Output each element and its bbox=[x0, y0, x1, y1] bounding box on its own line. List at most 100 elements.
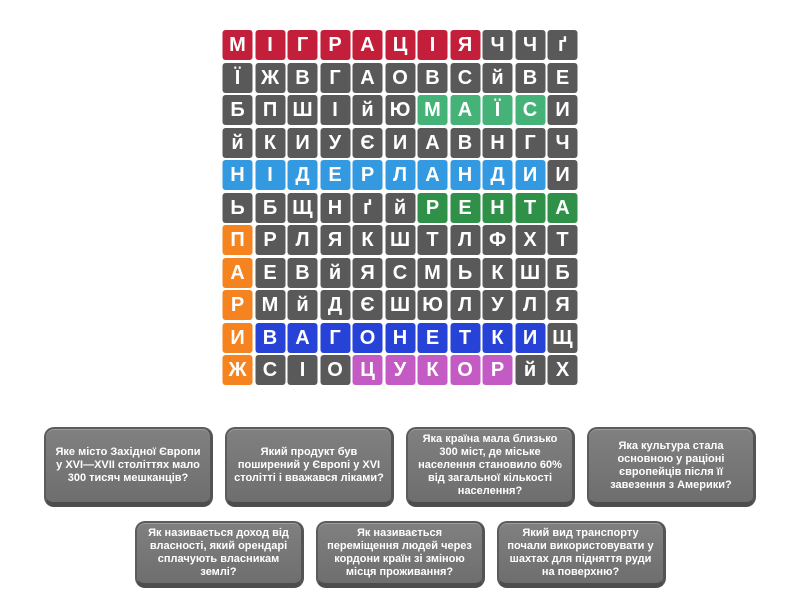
grid-tile-r7c8[interactable]: Л bbox=[450, 225, 480, 255]
grid-tile-r6c10[interactable]: Т bbox=[515, 192, 545, 223]
grid-tile-r3c4[interactable]: І bbox=[320, 95, 350, 125]
grid-tile-r10c2[interactable]: В bbox=[255, 322, 285, 353]
grid-tile-r8c10[interactable]: Ш bbox=[515, 257, 545, 288]
grid-tile-r9c9[interactable]: У bbox=[482, 290, 513, 320]
grid-tile-r9c6[interactable]: Ш bbox=[385, 290, 415, 320]
grid-tile-r2c2[interactable]: Ж bbox=[255, 62, 285, 93]
grid-tile-r2c7[interactable]: В bbox=[417, 62, 448, 93]
grid-tile-r5c11[interactable]: И bbox=[547, 160, 578, 190]
clue-card-2[interactable]: Який продукт був поширений у Європі у XV… bbox=[225, 427, 394, 507]
grid-tile-r1c11[interactable]: ґ bbox=[547, 30, 578, 60]
grid-tile-r3c6[interactable]: Ю bbox=[385, 95, 415, 125]
grid-tile-r11c10[interactable]: й bbox=[515, 355, 545, 385]
grid-tile-r9c10[interactable]: Л bbox=[515, 290, 545, 320]
grid-tile-r7c4[interactable]: Я bbox=[320, 225, 350, 255]
grid-tile-r4c11[interactable]: Ч bbox=[547, 127, 578, 158]
grid-tile-r8c9[interactable]: К bbox=[482, 257, 513, 288]
grid-tile-r5c7[interactable]: А bbox=[417, 160, 448, 190]
clue-card-5[interactable]: Як називається доход від власності, який… bbox=[134, 521, 304, 588]
grid-tile-r1c1[interactable]: М bbox=[222, 30, 253, 60]
grid-tile-r3c10[interactable]: С bbox=[515, 95, 545, 125]
grid-tile-r11c1[interactable]: Ж bbox=[222, 355, 253, 385]
grid-tile-r8c11[interactable]: Б bbox=[547, 257, 578, 288]
grid-tile-r1c9[interactable]: Ч bbox=[482, 30, 513, 60]
grid-tile-r5c8[interactable]: Н bbox=[450, 160, 480, 190]
grid-tile-r4c3[interactable]: И bbox=[287, 127, 318, 158]
grid-tile-r10c8[interactable]: Т bbox=[450, 322, 480, 353]
grid-tile-r10c1[interactable]: И bbox=[222, 322, 253, 353]
grid-tile-r2c9[interactable]: й bbox=[482, 62, 513, 93]
grid-tile-r7c5[interactable]: К bbox=[352, 225, 383, 255]
clue-card-6[interactable]: Як називається переміщення людей через к… bbox=[315, 521, 485, 588]
grid-tile-r6c6[interactable]: й bbox=[385, 192, 415, 223]
grid-tile-r6c1[interactable]: Ь bbox=[222, 192, 253, 223]
grid-tile-r11c5[interactable]: Ц bbox=[352, 355, 383, 385]
grid-tile-r6c8[interactable]: Е bbox=[450, 192, 480, 223]
grid-tile-r4c5[interactable]: Є bbox=[352, 127, 383, 158]
grid-tile-r4c7[interactable]: А bbox=[417, 127, 448, 158]
grid-tile-r6c4[interactable]: Н bbox=[320, 192, 350, 223]
grid-tile-r7c3[interactable]: Л bbox=[287, 225, 318, 255]
grid-tile-r6c11[interactable]: А bbox=[547, 192, 578, 223]
grid-tile-r7c1[interactable]: П bbox=[222, 225, 253, 255]
grid-tile-r11c7[interactable]: К bbox=[417, 355, 448, 385]
grid-tile-r2c4[interactable]: Г bbox=[320, 62, 350, 93]
grid-tile-r7c7[interactable]: Т bbox=[417, 225, 448, 255]
grid-tile-r5c6[interactable]: Л bbox=[385, 160, 415, 190]
grid-tile-r4c8[interactable]: В bbox=[450, 127, 480, 158]
grid-tile-r2c3[interactable]: В bbox=[287, 62, 318, 93]
grid-tile-r8c5[interactable]: Я bbox=[352, 257, 383, 288]
grid-tile-r4c6[interactable]: И bbox=[385, 127, 415, 158]
grid-tile-r7c2[interactable]: Р bbox=[255, 225, 285, 255]
grid-tile-r10c10[interactable]: И bbox=[515, 322, 545, 353]
grid-tile-r3c8[interactable]: А bbox=[450, 95, 480, 125]
grid-tile-r10c3[interactable]: А bbox=[287, 322, 318, 353]
grid-tile-r5c10[interactable]: И bbox=[515, 160, 545, 190]
grid-tile-r4c10[interactable]: Г bbox=[515, 127, 545, 158]
grid-tile-r9c3[interactable]: й bbox=[287, 290, 318, 320]
grid-tile-r1c3[interactable]: Г bbox=[287, 30, 318, 60]
grid-tile-r11c9[interactable]: Р bbox=[482, 355, 513, 385]
grid-tile-r11c11[interactable]: Х bbox=[547, 355, 578, 385]
grid-tile-r4c2[interactable]: К bbox=[255, 127, 285, 158]
grid-tile-r9c7[interactable]: Ю bbox=[417, 290, 448, 320]
grid-tile-r7c11[interactable]: Т bbox=[547, 225, 578, 255]
grid-tile-r7c6[interactable]: Ш bbox=[385, 225, 415, 255]
grid-tile-r10c9[interactable]: К bbox=[482, 322, 513, 353]
grid-tile-r3c11[interactable]: И bbox=[547, 95, 578, 125]
grid-tile-r10c4[interactable]: Г bbox=[320, 322, 350, 353]
clue-card-1[interactable]: Яке місто Західної Європи у XVI—XVII сто… bbox=[44, 427, 213, 507]
grid-tile-r3c1[interactable]: Б bbox=[222, 95, 253, 125]
clue-card-7[interactable]: Який вид транспорту почали використовува… bbox=[496, 521, 666, 588]
grid-tile-r6c3[interactable]: Щ bbox=[287, 192, 318, 223]
clue-card-3[interactable]: Яка країна мала близько 300 міст, де міс… bbox=[406, 427, 575, 507]
grid-tile-r5c9[interactable]: Д bbox=[482, 160, 513, 190]
grid-tile-r11c6[interactable]: У bbox=[385, 355, 415, 385]
grid-tile-r5c1[interactable]: Н bbox=[222, 160, 253, 190]
grid-tile-r9c5[interactable]: Є bbox=[352, 290, 383, 320]
grid-tile-r10c5[interactable]: О bbox=[352, 322, 383, 353]
grid-tile-r3c5[interactable]: й bbox=[352, 95, 383, 125]
grid-tile-r8c4[interactable]: й bbox=[320, 257, 350, 288]
grid-tile-r4c4[interactable]: У bbox=[320, 127, 350, 158]
grid-tile-r5c2[interactable]: І bbox=[255, 160, 285, 190]
grid-tile-r5c3[interactable]: Д bbox=[287, 160, 318, 190]
grid-tile-r3c2[interactable]: П bbox=[255, 95, 285, 125]
grid-tile-r8c3[interactable]: В bbox=[287, 257, 318, 288]
grid-tile-r8c2[interactable]: Е bbox=[255, 257, 285, 288]
grid-tile-r1c5[interactable]: А bbox=[352, 30, 383, 60]
grid-tile-r11c2[interactable]: С bbox=[255, 355, 285, 385]
grid-tile-r10c7[interactable]: Е bbox=[417, 322, 448, 353]
grid-tile-r6c7[interactable]: Р bbox=[417, 192, 448, 223]
grid-tile-r8c6[interactable]: С bbox=[385, 257, 415, 288]
grid-tile-r2c5[interactable]: А bbox=[352, 62, 383, 93]
grid-tile-r4c1[interactable]: й bbox=[222, 127, 253, 158]
grid-tile-r11c4[interactable]: О bbox=[320, 355, 350, 385]
grid-tile-r2c6[interactable]: О bbox=[385, 62, 415, 93]
grid-tile-r1c2[interactable]: І bbox=[255, 30, 285, 60]
grid-tile-r9c2[interactable]: М bbox=[255, 290, 285, 320]
grid-tile-r3c7[interactable]: М bbox=[417, 95, 448, 125]
grid-tile-r1c7[interactable]: І bbox=[417, 30, 448, 60]
grid-tile-r2c10[interactable]: В bbox=[515, 62, 545, 93]
grid-tile-r6c9[interactable]: Н bbox=[482, 192, 513, 223]
